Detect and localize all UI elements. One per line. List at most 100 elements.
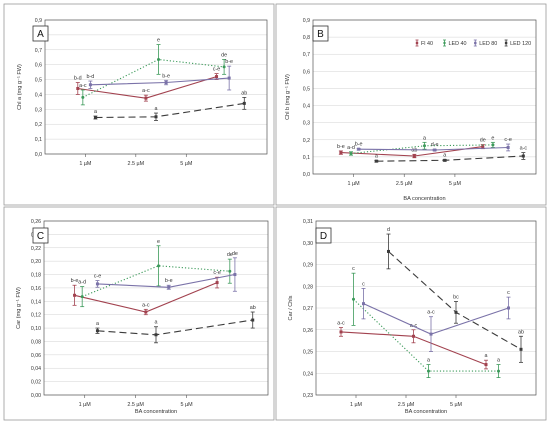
series-led-120: a a a-c: [374, 146, 527, 163]
data-point: [154, 333, 158, 337]
y-tick-label: 0,5: [35, 78, 42, 84]
series-fl-40: b-e a-c c-e: [71, 270, 221, 316]
significance-label: a-d: [78, 280, 86, 286]
significance-label: c-e: [94, 274, 102, 280]
y-tick-label: 0,9: [35, 18, 42, 24]
data-point: [251, 318, 255, 322]
data-point: [80, 295, 84, 299]
significance-label: de: [221, 52, 227, 58]
y-tick-label: 0,30: [303, 241, 313, 247]
y-tick-label: 0,8: [303, 35, 310, 41]
significance-label: c: [352, 266, 355, 272]
significance-label: de: [227, 252, 233, 258]
panel-frame: [275, 206, 547, 421]
y-tick-label: 0,1: [303, 155, 310, 161]
data-point: [215, 281, 219, 285]
data-point: [144, 96, 148, 100]
legend-label: LED 40: [449, 41, 467, 47]
y-tick-label: 0,4: [35, 92, 42, 98]
significance-label: a: [497, 358, 500, 364]
y-axis-label: Car / Chls: [288, 295, 294, 320]
y-tick-label: 0,29: [303, 263, 313, 269]
data-point: [88, 83, 92, 87]
significance-label: ab: [518, 329, 524, 335]
y-tick-label: 0,22: [31, 246, 41, 252]
series-led-120: a a ab: [93, 90, 247, 121]
x-tick-label: 2.5 µM: [396, 181, 413, 187]
significance-label: a-c: [142, 88, 150, 94]
significance-label: ab: [241, 90, 247, 96]
data-point: [81, 95, 85, 99]
significance-label: a-c: [142, 302, 150, 308]
data-point: [352, 297, 355, 301]
significance-label: b-e: [71, 278, 79, 284]
legend-label: Fl 40: [421, 41, 433, 47]
significance-label: c-e: [213, 270, 221, 276]
series-line: [353, 298, 499, 372]
significance-label: c: [362, 281, 365, 287]
data-point: [423, 144, 426, 148]
data-point: [481, 145, 485, 149]
significance-label: a: [375, 153, 378, 159]
x-tick-label: 1 µM: [79, 161, 92, 167]
data-point: [429, 332, 433, 336]
y-tick-label: 0,3: [303, 121, 310, 127]
y-tick-label: 0,3: [35, 107, 42, 113]
legend-marker: [504, 41, 508, 45]
y-tick-label: 0,26: [303, 328, 313, 334]
legend-label: LED 80: [479, 41, 497, 47]
significance-label: a-c: [79, 83, 87, 89]
y-tick-label: 0,9: [303, 18, 310, 24]
data-point: [157, 57, 161, 61]
x-tick-label: 5 µM: [180, 402, 193, 408]
panel-letter-box: [312, 25, 329, 42]
series-led-40: a-d e de: [78, 239, 233, 308]
data-point: [521, 154, 525, 158]
x-axis-label: BA concentration: [405, 409, 447, 415]
significance-label: de: [232, 251, 238, 257]
series-fl-40: b-da-cc-e: [74, 67, 220, 102]
significance-label: e: [157, 38, 160, 44]
data-point: [76, 86, 80, 90]
y-tick-label: 0,4: [303, 104, 310, 110]
data-point: [339, 151, 343, 155]
significance-label: a: [427, 358, 430, 364]
significance-label: c-e: [504, 137, 512, 143]
data-point: [519, 347, 523, 351]
plot-area: [312, 19, 537, 175]
x-tick-label: 1 µM: [350, 402, 363, 408]
panel-frame: [3, 206, 275, 421]
data-point: [167, 285, 171, 289]
data-point: [164, 81, 168, 85]
series-led-40: a-d a e: [347, 135, 495, 156]
y-tick-label: 0,23: [303, 393, 313, 399]
panel-a: 0,00,10,20,30,40,50,60,70,80,91 µM2.5 µM…: [3, 3, 275, 206]
y-tick-label: 0,7: [35, 48, 42, 54]
data-point: [484, 363, 488, 367]
data-point: [339, 330, 343, 334]
x-tick-label: 2.5 µM: [128, 161, 145, 167]
panel-b: 0,0 0,1 0,2 0,3 0,4 0,5 0,6 0,7 0,8 0,9 1 µM 2.5 µM…: [275, 3, 547, 206]
data-point: [433, 148, 437, 152]
legend-marker: [474, 41, 477, 45]
legend: Fl 40 LED 40 LED 80 LED 120: [415, 39, 531, 47]
series-led-120: a a ab: [95, 305, 256, 344]
x-tick-label: 5 µM: [449, 181, 462, 187]
x-tick-label: 1 µM: [347, 181, 360, 187]
y-axis-label: Chl a (mg g⁻¹ FW): [17, 64, 23, 110]
significance-label: e: [491, 135, 494, 141]
panel-letter-box: [315, 227, 332, 244]
significance-label: c: [507, 290, 510, 296]
x-tick-label: 5 µM: [180, 161, 193, 167]
data-point: [374, 159, 378, 163]
significance-label: b-e: [355, 141, 363, 147]
significance-label: a: [155, 106, 158, 112]
data-point: [497, 369, 500, 373]
significance-label: b-d: [74, 76, 82, 82]
series-led-40: c a a: [351, 266, 501, 379]
y-tick-label: 0,2: [303, 138, 310, 144]
y-tick-label: 0,08: [31, 339, 41, 345]
y-tick-label: 0,04: [31, 366, 41, 372]
panel-frame: [3, 3, 275, 206]
